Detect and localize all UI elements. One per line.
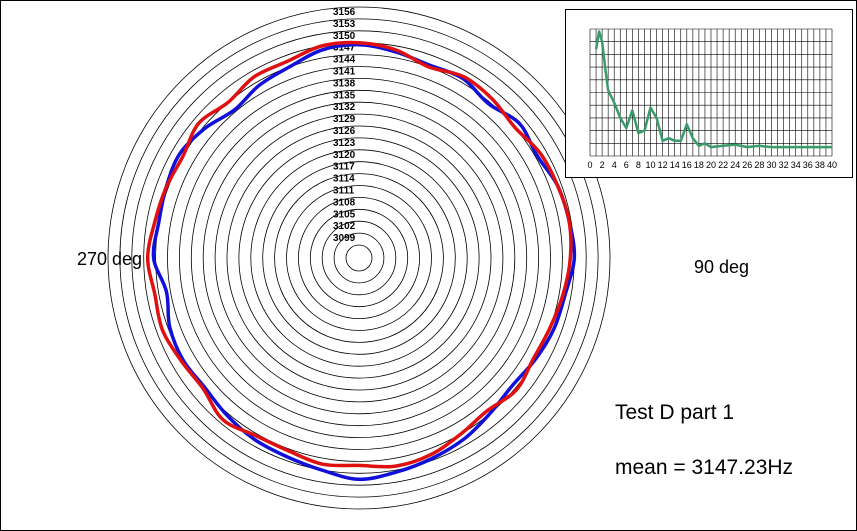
radial-tick-label: 3153 xyxy=(333,19,356,30)
spectrum-line xyxy=(594,30,832,149)
radial-tick-label: 3132 xyxy=(333,102,356,113)
inset-x-tick-label: 30 xyxy=(766,160,776,170)
radial-tick-label: 3150 xyxy=(333,31,356,42)
radial-grid-ring xyxy=(321,220,397,296)
series-line-red xyxy=(145,40,573,469)
radial-grid-ring xyxy=(286,185,432,331)
radial-tick-label: 3129 xyxy=(333,114,356,125)
inset-x-tick-label: 10 xyxy=(645,160,655,170)
inset-x-tick-label: 14 xyxy=(670,160,680,170)
radial-tick-label: 3135 xyxy=(333,90,356,101)
radial-grid xyxy=(107,6,611,510)
radial-tick-label: 3156 xyxy=(333,7,356,18)
radial-tick-label: 3120 xyxy=(333,150,356,161)
inset-x-tick-label: 4 xyxy=(612,160,617,170)
inset-x-tick-label: 12 xyxy=(658,160,668,170)
radial-tick-label: 3117 xyxy=(333,162,355,173)
inset-x-tick-label: 22 xyxy=(718,160,728,170)
radial-grid-ring xyxy=(274,173,444,343)
radial-tick-label: 3108 xyxy=(333,197,356,208)
radial-grid-ring xyxy=(190,89,528,427)
radial-grid-ring xyxy=(107,6,611,510)
radial-grid-ring xyxy=(155,54,563,462)
radial-grid-ring xyxy=(262,161,456,355)
radial-grid-ring xyxy=(333,232,385,284)
radial-tick-label: 3105 xyxy=(333,209,356,220)
inset-x-tick-label: 24 xyxy=(730,160,740,170)
radial-tick-label: 3111 xyxy=(333,186,355,197)
inset-x-tick-label: 38 xyxy=(815,160,825,170)
inset-x-tick-label: 16 xyxy=(682,160,692,170)
test-title: Test D part 1 xyxy=(615,401,735,424)
radial-grid-ring xyxy=(119,18,599,498)
inset-x-tick-label: 26 xyxy=(742,160,752,170)
inset-x-tick-label: 40 xyxy=(827,160,837,170)
radial-grid-ring xyxy=(214,113,504,403)
radial-grid-ring xyxy=(250,149,468,367)
angle-label-270: 270 deg xyxy=(77,249,143,269)
radial-tick-label: 3099 xyxy=(333,233,356,244)
inset-x-tick-label: 2 xyxy=(600,160,605,170)
inset-x-tick-label: 34 xyxy=(791,160,801,170)
radial-tick-label: 3114 xyxy=(333,174,355,185)
radial-grid-ring xyxy=(226,125,492,391)
radial-tick-label: 3141 xyxy=(333,67,356,78)
inset-x-tick-label: 28 xyxy=(754,160,764,170)
series-line-blue xyxy=(151,42,577,482)
radial-grid-ring xyxy=(345,244,373,272)
spectrum-chart: 0 2 4 6 8 10 12 14 16 18 20 22 24 26 28 30 32 34 36 38 40 xyxy=(587,28,837,170)
radial-tick-label: 3144 xyxy=(333,55,356,66)
inset-x-tick-label: 0 xyxy=(587,160,592,170)
radial-grid-ring xyxy=(297,196,420,319)
spectrum-inset: 0 2 4 6 8 10 12 14 16 18 20 22 24 26 28 30 32 34 36 38 40 xyxy=(565,9,853,178)
radial-tick-label: 3138 xyxy=(333,78,356,89)
angle-label-90: 90 deg xyxy=(694,257,750,277)
radial-grid-ring xyxy=(309,208,409,308)
inset-x-tick-label: 32 xyxy=(779,160,789,170)
radial-tick-label: 3102 xyxy=(333,221,356,232)
polar-series-group xyxy=(145,40,577,482)
radial-tick-label: 3147 xyxy=(333,43,356,54)
inset-x-tick-label: 20 xyxy=(706,160,716,170)
radial-grid-ring xyxy=(131,30,587,486)
inset-x-tick-label: 36 xyxy=(803,160,813,170)
radial-grid-ring xyxy=(143,42,575,474)
radial-grid-ring xyxy=(167,66,551,450)
radial-tick-label: 3123 xyxy=(333,138,356,149)
radial-tick-label: 3126 xyxy=(333,126,356,137)
radial-grid-ring xyxy=(178,77,540,439)
inset-x-tick-label: 18 xyxy=(694,160,704,170)
radial-grid-ring xyxy=(202,101,516,415)
radial-grid-ring xyxy=(238,137,480,379)
inset-x-tick-label: 6 xyxy=(624,160,629,170)
mean-value: mean = 3147.23Hz xyxy=(615,456,794,479)
radial-tick-labels: 3099310231053108311131143117312031233126… xyxy=(333,7,356,244)
inset-x-tick-label: 8 xyxy=(636,160,641,170)
